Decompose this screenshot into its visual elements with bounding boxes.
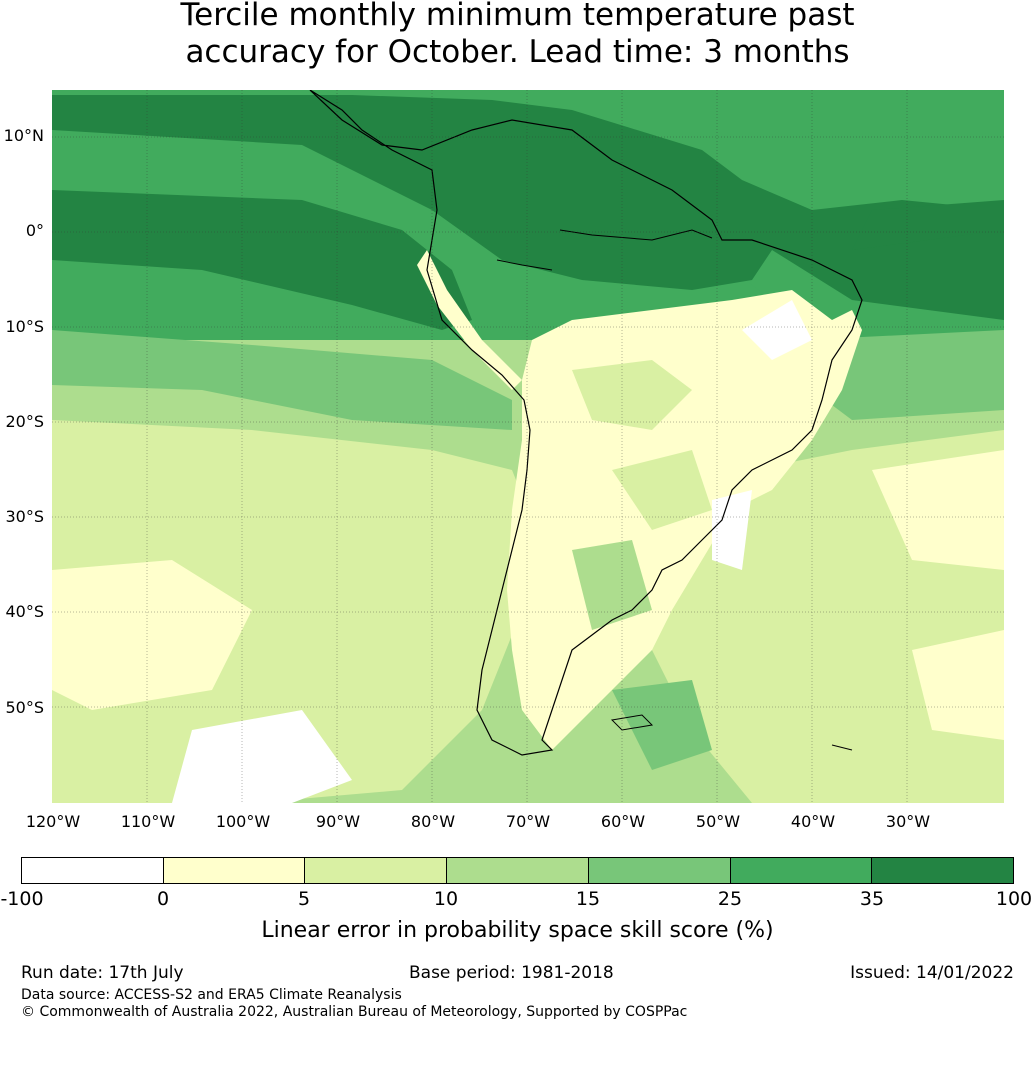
south-america-coastline xyxy=(309,90,863,756)
colorbar-tick: 100 xyxy=(995,888,1033,910)
base-period: Base period: 1981-2018 xyxy=(409,963,614,983)
lon-label-30w: 30°W xyxy=(885,812,931,831)
colorbar-segment xyxy=(872,858,1014,883)
colorbar-tick: 15 xyxy=(575,888,601,910)
data-source: Data source: ACCESS-S2 and ERA5 Climate … xyxy=(21,987,402,1003)
lat-label-30s: 30°S xyxy=(5,507,44,526)
lat-label-10n: 10°N xyxy=(3,126,44,145)
colorbar-tick: 25 xyxy=(717,888,743,910)
colorbar-segment xyxy=(588,858,731,883)
colorbar-segment xyxy=(730,858,873,883)
lon-label-70w: 70°W xyxy=(505,812,551,831)
lat-label-10s: 10°S xyxy=(5,317,44,336)
lon-label-50w: 50°W xyxy=(695,812,741,831)
title-line-1: Tercile monthly minimum temperature past xyxy=(180,0,855,33)
equatorial-high-skill-zone xyxy=(52,95,1004,320)
lon-label-100w: 100°W xyxy=(215,812,271,831)
colorbar xyxy=(21,857,1014,884)
colorbar-tick: 10 xyxy=(433,888,459,910)
run-date: Run date: 17th July xyxy=(21,963,184,983)
lon-label-110w: 110°W xyxy=(120,812,176,831)
lon-label-80w: 80°W xyxy=(410,812,456,831)
colorbar-tick: 5 xyxy=(297,888,311,910)
lat-label-0: 0° xyxy=(25,221,44,240)
skill-score-map xyxy=(52,90,1004,803)
lon-label-90w: 90°W xyxy=(315,812,361,831)
issued-date: Issued: 14/01/2022 xyxy=(850,963,1014,983)
copyright: © Commonwealth of Australia 2022, Austra… xyxy=(21,1004,688,1020)
colorbar-tick: 0 xyxy=(156,888,170,910)
lon-label-120w: 120°W xyxy=(25,812,81,831)
colorbar-segment xyxy=(305,858,448,883)
colorbar-segment xyxy=(447,858,589,883)
colorbar-tick: 35 xyxy=(859,888,885,910)
lon-label-40w: 40°W xyxy=(790,812,836,831)
colorbar-segment xyxy=(163,858,306,883)
title-line-2: accuracy for October. Lead time: 3 month… xyxy=(185,34,850,70)
lon-label-60w: 60°W xyxy=(600,812,646,831)
lat-label-20s: 20°S xyxy=(5,412,44,431)
lat-label-40s: 40°S xyxy=(5,602,44,621)
colorbar-segment xyxy=(22,858,164,883)
lat-label-50s: 50°S xyxy=(5,698,44,717)
colorbar-label: Linear error in probability space skill … xyxy=(261,918,774,943)
colorbar-tick: -100 xyxy=(0,888,44,910)
